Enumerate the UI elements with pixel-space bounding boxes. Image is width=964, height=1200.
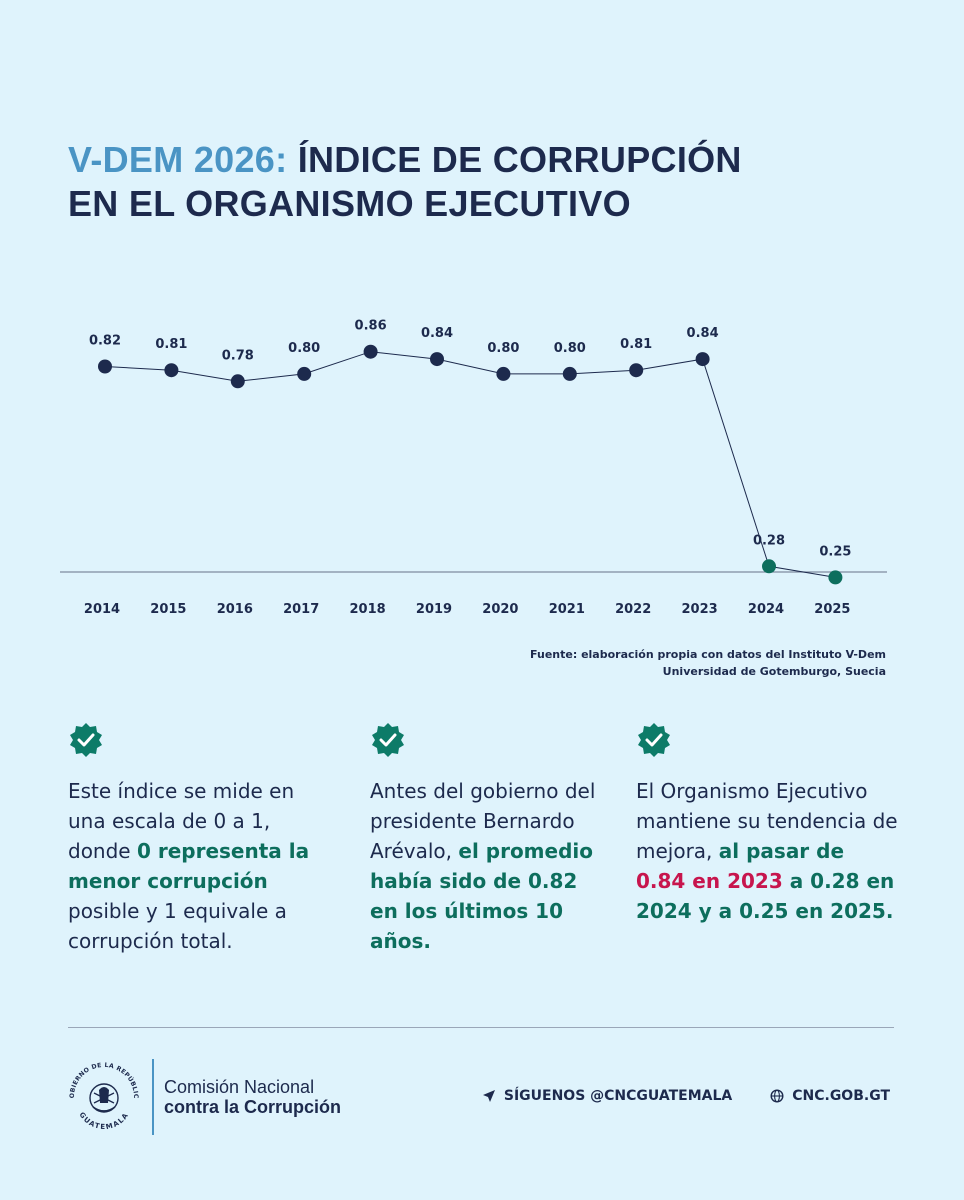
- x-tick-label: 2021: [549, 602, 585, 617]
- logo-separator: [152, 1059, 154, 1135]
- info-1-part3: posible y 1 equivale a corrupción total.: [68, 899, 287, 953]
- info-column-1: Este índice se mide en una escala de 0 a…: [68, 722, 338, 956]
- source-label: Fuente:: [530, 648, 578, 661]
- verified-check-icon: [638, 723, 670, 757]
- source-line1: elaboración propia con datos del Institu…: [577, 648, 886, 661]
- data-point: [230, 374, 245, 389]
- line-chart: 0.82 2014 0.81 2015 0.78 2016 0.80 2017 0.86 2018…: [60, 319, 887, 617]
- x-tick-label: 2014: [84, 602, 120, 617]
- seal-bottom-text: GUATEMALA: [77, 1111, 129, 1131]
- x-tick-label: 2019: [416, 602, 452, 617]
- data-label: 0.84: [421, 326, 453, 341]
- data-point: [562, 366, 577, 381]
- series-line: [104, 351, 836, 578]
- data-point: [695, 352, 710, 367]
- data-point: [164, 363, 179, 378]
- svg-text:GUATEMALA: GUATEMALA: [77, 1111, 130, 1131]
- data-label: 0.82: [89, 334, 121, 349]
- data-point: [363, 344, 378, 359]
- data-point: [629, 363, 644, 378]
- info-column-2: Antes del gobierno del presidente Bernar…: [370, 722, 610, 956]
- info-1-highlight: 0 representa la menor corrupción: [68, 839, 310, 893]
- data-point: [98, 359, 112, 374]
- title-line2: EN EL ORGANISMO EJECUTIVO: [68, 183, 631, 224]
- data-point: [496, 366, 511, 381]
- data-label: 0.81: [155, 337, 187, 352]
- info-text-1: Este índice se mide en una escala de 0 a…: [68, 776, 338, 956]
- info-3-part4: a 0.28 en 2024 y a 0.25 en 2025.: [636, 869, 895, 923]
- data-label: 0.84: [687, 326, 719, 341]
- data-label: 0.78: [222, 348, 254, 363]
- title-line1: ÍNDICE DE CORRUPCIÓN: [287, 139, 742, 180]
- website-link[interactable]: CNC.GOB.GT: [792, 1088, 890, 1104]
- x-tick-label: 2022: [615, 602, 651, 617]
- x-tick-label: 2018: [350, 602, 386, 617]
- org-name-line2: contra la Corrupción: [164, 1097, 342, 1117]
- org-name-line1: Comisión Nacional: [164, 1077, 315, 1097]
- source-line2: Universidad de Gotemburgo, Suecia: [662, 665, 886, 678]
- verified-check-icon: [372, 723, 404, 757]
- x-tick-label: 2017: [283, 602, 319, 617]
- info-text-3: El Organismo Ejecutivo mantiene su tende…: [636, 776, 898, 926]
- globe-icon: [770, 1089, 784, 1103]
- x-tick-label: 2024: [748, 602, 784, 617]
- page-title: V-DEM 2026: ÍNDICE DE CORRUPCIÓN EN EL O…: [68, 138, 928, 226]
- send-icon: [482, 1090, 495, 1102]
- data-label: 0.80: [554, 341, 586, 356]
- data-label: 0.80: [288, 341, 320, 356]
- org-logo: GOBIERNO DE LA REPÚBLICA GUATEMALA Comis…: [64, 1056, 341, 1138]
- data-label: 0.25: [819, 544, 851, 559]
- data-label: 0.86: [355, 319, 387, 334]
- x-tick-label: 2023: [682, 602, 718, 617]
- government-seal-icon: GOBIERNO DE LA REPÚBLICA GUATEMALA: [64, 1057, 139, 1131]
- data-label: 0.28: [753, 533, 785, 548]
- x-tick-label: 2020: [482, 602, 518, 617]
- info-text-2: Antes del gobierno del presidente Bernar…: [370, 776, 610, 956]
- data-point: [297, 366, 312, 381]
- info-3-red: 0.84 en 2023: [636, 869, 783, 893]
- info-1-part1: Este índice se mide en una escala de 0 a…: [68, 779, 295, 863]
- info-2-part1: Antes del gobierno del presidente Bernar…: [370, 779, 596, 863]
- info-3-highlight: al pasar de: [718, 839, 845, 863]
- social-handle-link[interactable]: SÍGUENOS @CNCGUATEMALA: [503, 1088, 733, 1104]
- data-label: 0.81: [620, 337, 652, 352]
- info-3-part1: El Organismo Ejecutivo mantiene su tende…: [636, 779, 898, 863]
- x-tick-label: 2016: [217, 602, 253, 617]
- x-tick-label: 2015: [150, 602, 186, 617]
- org-name: Comisión Nacional contra la Corrupción: [164, 1077, 341, 1117]
- footer-links: SÍGUENOS @CNCGUATEMALA CNC.GOB.GT: [482, 1088, 890, 1104]
- data-point: [762, 559, 776, 574]
- footer-divider: [68, 1027, 894, 1028]
- verified-check-icon: [70, 723, 102, 757]
- data-label: 0.80: [487, 341, 519, 356]
- source-note: Fuente: elaboración propia con datos del…: [530, 646, 886, 680]
- x-tick-label: 2025: [814, 602, 850, 617]
- info-column-3: El Organismo Ejecutivo mantiene su tende…: [636, 722, 898, 926]
- title-accent: V-DEM 2026:: [68, 139, 288, 180]
- data-point: [430, 352, 444, 367]
- data-point: [828, 570, 843, 585]
- info-2-highlight: el promedio había sido de 0.82 en los úl…: [370, 839, 593, 953]
